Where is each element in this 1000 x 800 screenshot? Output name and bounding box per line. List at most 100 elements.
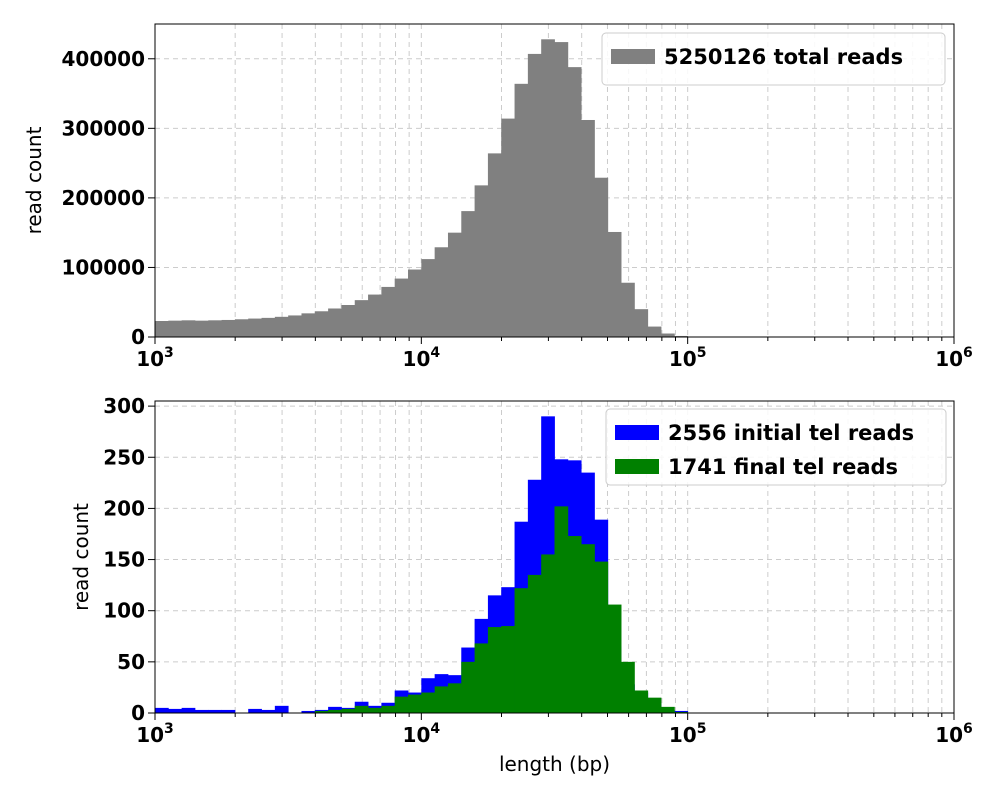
histogram-bar: [661, 706, 675, 713]
legend-swatch: [611, 49, 655, 64]
histogram-bar: [634, 309, 649, 337]
legend-label: 1741 final tel reads: [668, 455, 898, 479]
x-tick-exponent: 6: [963, 345, 973, 361]
legend-swatch: [615, 425, 659, 440]
bars: [155, 416, 689, 713]
histogram-bar: [674, 335, 689, 337]
histogram-bar: [194, 709, 209, 713]
x-axis-label: length (bp): [499, 752, 610, 776]
histogram-bar: [288, 315, 302, 337]
histogram-bar: [274, 705, 289, 713]
histogram-bar: [261, 317, 276, 337]
histogram-bar: [567, 536, 582, 713]
histogram-bar: [501, 626, 515, 713]
histogram-bar: [434, 686, 449, 713]
histogram-bar: [341, 305, 356, 337]
x-tick-exponent: 4: [430, 345, 440, 361]
y-axis-label: read count: [22, 126, 46, 234]
histogram-bar: [514, 588, 529, 713]
histogram-bar: [554, 506, 569, 713]
histogram-bar: [194, 320, 209, 337]
histogram-bar: [621, 282, 635, 337]
y-tick-label: 50: [117, 650, 145, 674]
x-tick-exponent: 3: [164, 721, 174, 737]
histogram-bar: [487, 627, 502, 713]
legend-swatch: [615, 459, 659, 474]
x-tick-exponent: 6: [963, 721, 973, 737]
x-tick-base: 10: [136, 723, 164, 747]
legend-box: [605, 408, 947, 486]
x-tick-exponent: 3: [164, 345, 174, 361]
histogram-bar: [221, 709, 236, 713]
histogram-bar: [474, 185, 489, 337]
x-tick-base: 10: [669, 347, 697, 371]
bars: [155, 39, 702, 338]
histogram-bar: [647, 326, 662, 337]
y-axis-label: read count: [69, 503, 93, 611]
y-tick-label: 200: [103, 496, 145, 520]
legend-box: [601, 32, 946, 86]
histogram-bar: [408, 269, 422, 337]
x-tick-label: 105: [669, 721, 707, 747]
histogram-bar: [314, 311, 329, 337]
y-tick-label: 100000: [62, 255, 146, 279]
histogram-bar: [261, 709, 276, 713]
histogram-bar: [554, 42, 569, 338]
y-tick-label: 300000: [62, 116, 146, 140]
histogram-bar: [328, 308, 342, 337]
histogram-bar: [674, 711, 689, 713]
histogram-bar: [181, 320, 196, 337]
histogram-bar: [461, 211, 475, 337]
histogram-bar: [234, 319, 249, 337]
histogram-bar: [647, 697, 662, 713]
histogram-bar: [434, 247, 449, 337]
histogram-bar: [581, 119, 595, 337]
histogram-bar: [168, 320, 183, 337]
series-bars: [314, 506, 689, 713]
histogram-bar: [541, 554, 555, 713]
histogram-bar: [621, 661, 635, 713]
x-tick-base: 10: [935, 347, 963, 371]
y-tick-label: 0: [131, 325, 145, 349]
y-tick-label: 150: [103, 548, 145, 572]
legend-label: 2556 initial tel reads: [668, 421, 914, 445]
x-tick-label: 103: [136, 721, 174, 747]
histogram-bar: [514, 83, 529, 337]
histogram-bar: [487, 153, 502, 337]
y-tick-label: 250: [103, 445, 145, 469]
histogram-bar: [181, 707, 196, 713]
histogram-bar: [341, 708, 356, 713]
histogram-bar: [527, 574, 542, 713]
histogram-bar: [208, 709, 222, 713]
histogram-bar: [408, 694, 422, 713]
histogram-bar: [368, 294, 382, 337]
histogram-bar: [394, 696, 409, 713]
histogram-bar: [208, 320, 222, 337]
histogram-bar: [248, 708, 262, 713]
histogram-bar: [155, 321, 169, 337]
histogram-bar: [248, 318, 262, 337]
histogram-bar: [155, 707, 169, 713]
histogram-bar: [301, 710, 316, 713]
x-tick-label: 104: [403, 721, 441, 747]
x-tick-exponent: 5: [697, 345, 707, 361]
x-tick-base: 10: [669, 723, 697, 747]
histogram-bar: [634, 690, 649, 713]
x-tick-base: 10: [403, 723, 431, 747]
histogram-bar: [501, 118, 515, 338]
legend: 2556 initial tel reads 1741 final tel rea…: [605, 408, 947, 486]
x-tick-label: 106: [935, 345, 973, 371]
histogram-bar: [381, 705, 396, 713]
y-tick-label: 300: [103, 394, 145, 418]
histogram-bar: [421, 259, 436, 337]
x-tick-label: 104: [403, 345, 441, 371]
histogram-bar: [274, 316, 289, 337]
histogram-bar: [301, 313, 316, 337]
histogram-bar: [421, 692, 436, 713]
histogram-bar: [381, 286, 396, 337]
x-tick-base: 10: [935, 723, 963, 747]
